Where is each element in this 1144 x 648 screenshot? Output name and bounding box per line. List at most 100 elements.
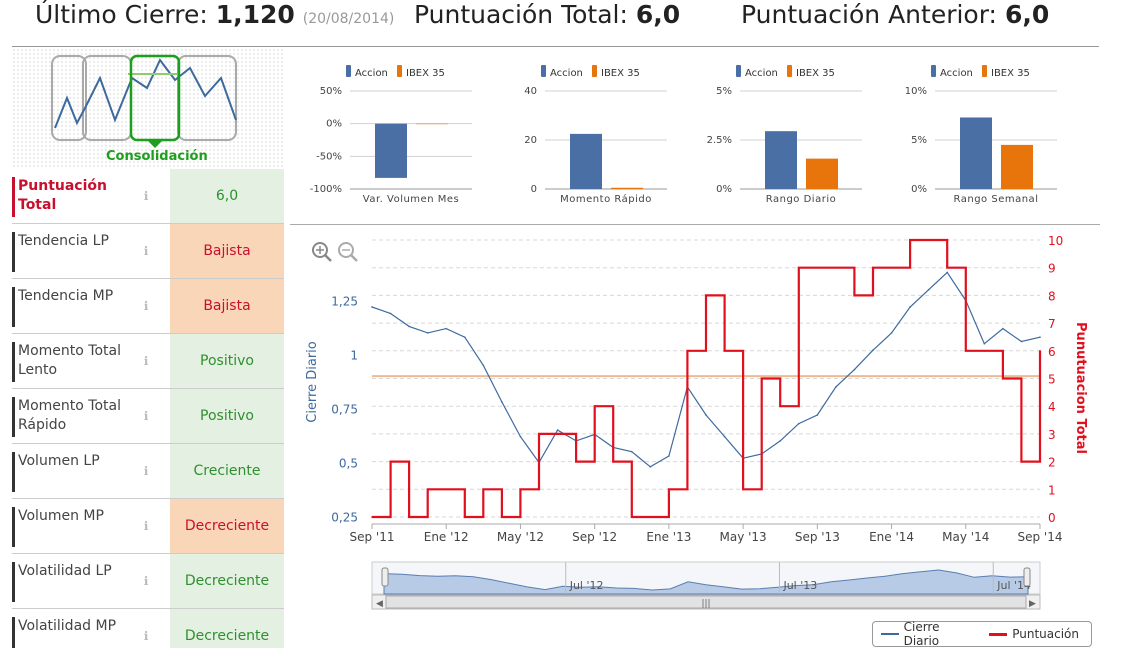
y-tick-label: 20 [524, 135, 537, 146]
y-left-tick-label: 1 [350, 348, 358, 362]
info-icon[interactable]: ℹ [143, 189, 149, 203]
score-label: Tendencia MP [18, 288, 114, 304]
series-line-puntuacion [372, 238, 1042, 519]
y-right-tick-label: 0 [1048, 511, 1056, 525]
y-tick-label: 0% [911, 184, 927, 195]
zoom-in-icon[interactable] [312, 242, 332, 262]
score-row-volatilidad-mp: Volatilidad MP ℹ Decreciente [12, 609, 284, 648]
score-row-volatilidad-lp: Volatilidad LP ℹ Decreciente [12, 554, 284, 609]
point-cierre-diario [482, 364, 485, 367]
point-cierre-diario [408, 325, 410, 328]
navigator-label: Jul '14 [996, 579, 1031, 592]
point-puntuacion [649, 516, 652, 518]
point-cierre-diario [519, 435, 522, 438]
info-icon[interactable]: ℹ [143, 244, 149, 258]
legend-swatch-ibex [397, 65, 402, 77]
point-puntuacion [1039, 350, 1041, 352]
point-puntuacion [630, 516, 633, 518]
legend-swatch-ibex [592, 65, 597, 77]
point-puntuacion [519, 488, 522, 491]
x-tick-label: Ene '13 [646, 530, 691, 544]
score-value: 6,0 [170, 169, 284, 223]
score-label: Tendencia LP [18, 233, 109, 249]
point-puntuacion [742, 488, 744, 491]
score-value: Positivo [170, 389, 284, 443]
bar-ibex [611, 187, 643, 189]
score-label: Volumen LP [18, 453, 100, 469]
y-right-tick-label: 1 [1048, 483, 1056, 497]
point-puntuacion [686, 350, 689, 352]
info-icon[interactable]: ℹ [143, 354, 149, 368]
info-icon[interactable]: ℹ [143, 629, 149, 643]
point-puntuacion [593, 405, 596, 407]
y-tick-label: 0% [716, 184, 732, 195]
y-right-axis-title: Punutuacion Total [1073, 322, 1088, 454]
point-cierre-diario [909, 306, 911, 308]
point-puntuacion [927, 239, 930, 241]
x-tick-label: May '13 [720, 530, 767, 544]
score-row-volumen-lp: Volumen LP ℹ Creciente [12, 444, 284, 499]
score-value: Bajista [170, 279, 284, 333]
navigator-scrollbar[interactable]: ||| ◀ ▶ [371, 594, 1041, 610]
point-puntuacion [872, 266, 874, 269]
legend-swatch-ibex [787, 65, 792, 77]
info-icon[interactable]: ℹ [143, 464, 149, 478]
scrollbar-thumb [385, 595, 1027, 609]
point-puntuacion [853, 294, 856, 297]
point-cierre-diario [890, 332, 893, 334]
x-tick-label: Sep '13 [795, 530, 840, 544]
price-score-chart: 0 1 2 3 4 5 6 7 8 9 10 0,25 0,5 0,75 1 1,25 Cierre Diari… [305, 234, 1088, 610]
point-cierre-diario [445, 327, 448, 330]
main-chart-legend: Cierre Diario Puntuación [872, 620, 1092, 648]
info-icon[interactable]: ℹ [143, 299, 149, 313]
point-puntuacion [538, 433, 540, 435]
info-icon[interactable]: ℹ [143, 519, 149, 533]
point-puntuacion [723, 350, 726, 352]
y-right-tick-label: 7 [1048, 317, 1056, 331]
score-row-volumen-mp: Volumen MP ℹ Decreciente [12, 499, 284, 554]
legend-item-puntuacion[interactable]: Puntuación [989, 627, 1079, 641]
point-cierre-diario [723, 435, 726, 438]
score-row-momento-lento: Momento Total Lento ℹ Positivo [12, 334, 284, 389]
score-value: Bajista [170, 224, 284, 278]
y-right-tick-label: 4 [1048, 400, 1056, 414]
navigator-handle-left [381, 567, 389, 587]
y-tick-label: 0 [531, 184, 537, 195]
point-cierre-diario [705, 414, 707, 416]
point-puntuacion [909, 239, 911, 241]
last-close-date: (20/08/2014) [302, 11, 395, 27]
market-phase-icon[interactable] [12, 48, 284, 158]
chart-navigator[interactable]: Jul '12 Jul '13 Jul '14 [371, 561, 1041, 595]
point-puntuacion [426, 488, 429, 491]
y-tick-label: 0% [326, 119, 342, 130]
legend-label-ibex: IBEX 35 [991, 68, 1030, 79]
point-puntuacion [964, 350, 967, 352]
navigator-label: Jul '12 [569, 579, 604, 592]
x-axis-label: Momento Rápido [560, 193, 652, 205]
y-left-tick-label: 0,75 [331, 403, 358, 417]
point-puntuacion [705, 294, 707, 297]
legend-item-cierre[interactable]: Cierre Diario [881, 620, 977, 648]
last-close: Último Cierre: 1,120 (20/08/2014) [35, 0, 395, 29]
score-label: Momento Total Rápido [18, 398, 121, 433]
info-icon[interactable]: ℹ [143, 409, 149, 423]
point-puntuacion [668, 488, 670, 491]
point-puntuacion [389, 460, 392, 463]
point-puntuacion [946, 266, 949, 269]
point-puntuacion [482, 488, 485, 491]
legend-swatch-accion [931, 65, 936, 77]
scroll-right-icon: ▶ [1029, 599, 1036, 609]
last-close-value: 1,120 [215, 0, 295, 29]
y-right-tick-label: 8 [1048, 289, 1056, 303]
summary-header: Último Cierre: 1,120 (20/08/2014) Puntua… [0, 0, 1144, 30]
zoom-out-icon[interactable] [338, 242, 358, 262]
info-icon[interactable]: ℹ [143, 574, 149, 588]
total-score: Puntuación Total: 6,0 [414, 0, 681, 29]
bar-chart-var-volumen: Accion IBEX 35 50% 0% -50% -100% Var. Volumen … [310, 65, 472, 205]
score-label: Volatilidad LP [18, 563, 112, 579]
point-puntuacion [463, 516, 466, 518]
navigator-area [383, 569, 1029, 595]
scrollbar-grip: ||| [701, 599, 710, 609]
bar-accion [960, 117, 992, 189]
y-tick-label: 50% [320, 86, 342, 97]
